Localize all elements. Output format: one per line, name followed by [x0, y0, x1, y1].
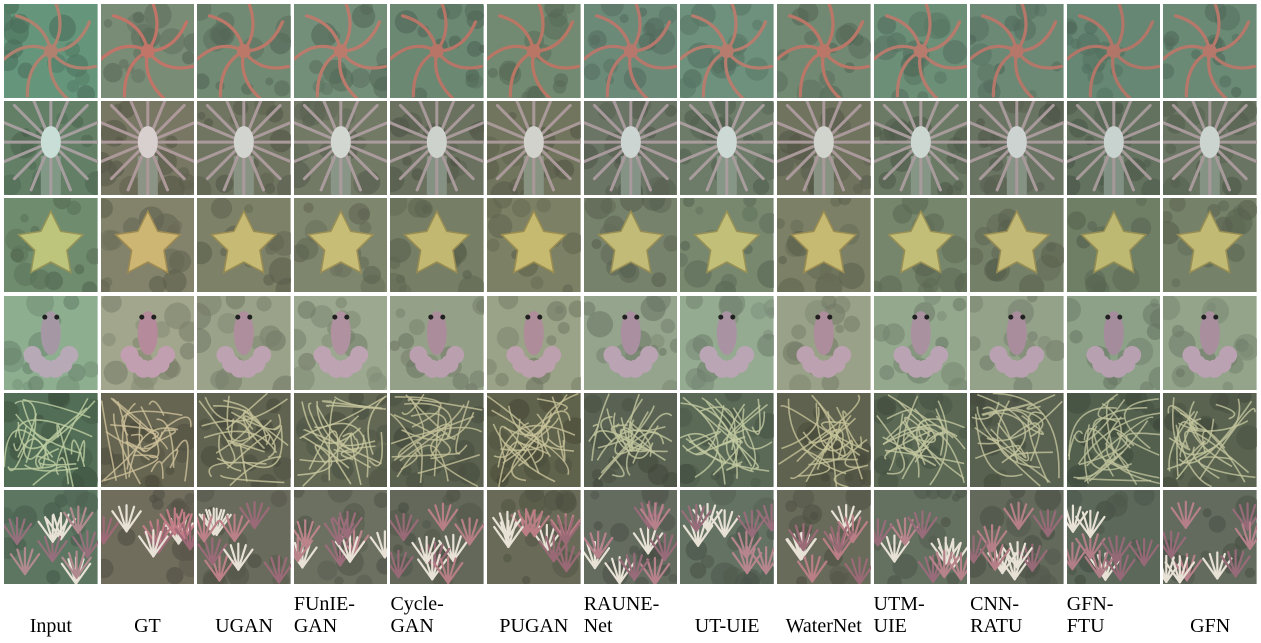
method-label: GFN — [1190, 615, 1231, 637]
image-octopus-pink-0 — [4, 295, 98, 390]
image-brittle-star-red-6 — [583, 4, 678, 99]
image-anemone-white-6 — [583, 101, 678, 196]
image-sea-star-yellow-12 — [1163, 198, 1257, 293]
image-tangled-stalks-9 — [873, 392, 968, 487]
image-comparison-grid — [4, 4, 1257, 584]
image-octopus-pink-9 — [873, 295, 968, 390]
image-coral-garden-1 — [100, 489, 195, 584]
image-brittle-star-red-8 — [776, 4, 871, 99]
method-label: UGAN — [215, 615, 273, 637]
image-octopus-pink-3 — [293, 295, 388, 390]
image-tangled-stalks-5 — [487, 392, 581, 487]
image-sea-star-yellow-9 — [873, 198, 968, 293]
image-brittle-star-red-0 — [4, 4, 98, 99]
image-octopus-pink-10 — [970, 295, 1064, 390]
image-brittle-star-red-12 — [1163, 4, 1257, 99]
image-coral-garden-8 — [776, 489, 871, 584]
image-anemone-white-0 — [4, 101, 98, 196]
image-octopus-pink-6 — [583, 295, 678, 390]
image-octopus-pink-2 — [197, 295, 291, 390]
image-anemone-white-1 — [100, 101, 195, 196]
image-sea-star-yellow-8 — [776, 198, 871, 293]
image-anemone-white-3 — [293, 101, 388, 196]
image-sea-star-yellow-3 — [293, 198, 388, 293]
image-brittle-star-red-11 — [1066, 4, 1161, 99]
image-anemone-white-11 — [1066, 101, 1161, 196]
image-brittle-star-red-1 — [100, 4, 195, 99]
image-octopus-pink-12 — [1163, 295, 1257, 390]
image-brittle-star-red-9 — [873, 4, 968, 99]
method-labels: Input GT UGAN FUnIE- GAN Cycle- GAN PUGAN RAUN… — [4, 586, 1257, 643]
image-coral-garden-3 — [293, 489, 388, 584]
image-sea-star-yellow-2 — [197, 198, 291, 293]
image-anemone-white-12 — [1163, 101, 1257, 196]
image-sea-star-yellow-0 — [4, 198, 98, 293]
image-coral-garden-12 — [1163, 489, 1257, 584]
image-coral-garden-2 — [197, 489, 291, 584]
image-coral-garden-7 — [680, 489, 774, 584]
image-coral-garden-10 — [970, 489, 1064, 584]
image-coral-garden-0 — [4, 489, 98, 584]
image-brittle-star-red-2 — [197, 4, 291, 99]
image-tangled-stalks-12 — [1163, 392, 1257, 487]
image-sea-star-yellow-6 — [583, 198, 678, 293]
image-brittle-star-red-7 — [680, 4, 774, 99]
image-sea-star-yellow-7 — [680, 198, 774, 293]
image-sea-star-yellow-1 — [100, 198, 195, 293]
image-tangled-stalks-4 — [390, 392, 485, 487]
image-tangled-stalks-3 — [293, 392, 388, 487]
image-sea-star-yellow-5 — [487, 198, 581, 293]
image-coral-garden-9 — [873, 489, 968, 584]
image-brittle-star-red-3 — [293, 4, 388, 99]
image-tangled-stalks-8 — [776, 392, 871, 487]
image-tangled-stalks-11 — [1066, 392, 1161, 487]
image-coral-garden-6 — [583, 489, 678, 584]
image-coral-garden-11 — [1066, 489, 1161, 584]
image-tangled-stalks-1 — [100, 392, 195, 487]
image-octopus-pink-7 — [680, 295, 774, 390]
image-octopus-pink-4 — [390, 295, 485, 390]
image-anemone-white-10 — [970, 101, 1064, 196]
image-tangled-stalks-2 — [197, 392, 291, 487]
method-label: GT — [134, 615, 161, 637]
image-octopus-pink-11 — [1066, 295, 1161, 390]
image-anemone-white-4 — [390, 101, 485, 196]
image-tangled-stalks-7 — [680, 392, 774, 487]
method-label: Cycle- GAN — [390, 593, 444, 637]
image-sea-star-yellow-11 — [1066, 198, 1161, 293]
image-anemone-white-2 — [197, 101, 291, 196]
image-sea-star-yellow-4 — [390, 198, 485, 293]
image-anemone-white-9 — [873, 101, 968, 196]
method-label: WaterNet — [785, 615, 862, 637]
image-anemone-white-5 — [487, 101, 581, 196]
image-octopus-pink-8 — [776, 295, 871, 390]
method-label: PUGAN — [499, 615, 569, 637]
image-sea-star-yellow-10 — [970, 198, 1064, 293]
image-brittle-star-red-4 — [390, 4, 485, 99]
image-tangled-stalks-10 — [970, 392, 1064, 487]
image-coral-garden-5 — [487, 489, 581, 584]
image-coral-garden-4 — [390, 489, 485, 584]
image-octopus-pink-5 — [487, 295, 581, 390]
image-tangled-stalks-6 — [583, 392, 678, 487]
method-label: FUnIE- GAN — [293, 593, 355, 637]
method-label: CNN- RATU — [970, 593, 1023, 637]
method-label: UTM- UIE — [873, 593, 925, 637]
image-octopus-pink-1 — [100, 295, 195, 390]
image-tangled-stalks-0 — [4, 392, 98, 487]
method-label: Input — [29, 615, 72, 637]
image-anemone-white-7 — [680, 101, 774, 196]
method-label: UT-UIE — [694, 615, 760, 637]
method-label: GFN- FTU — [1066, 593, 1114, 637]
image-brittle-star-red-5 — [487, 4, 581, 99]
image-anemone-white-8 — [776, 101, 871, 196]
method-label: RAUNE- Net — [583, 593, 660, 637]
image-brittle-star-red-10 — [970, 4, 1064, 99]
